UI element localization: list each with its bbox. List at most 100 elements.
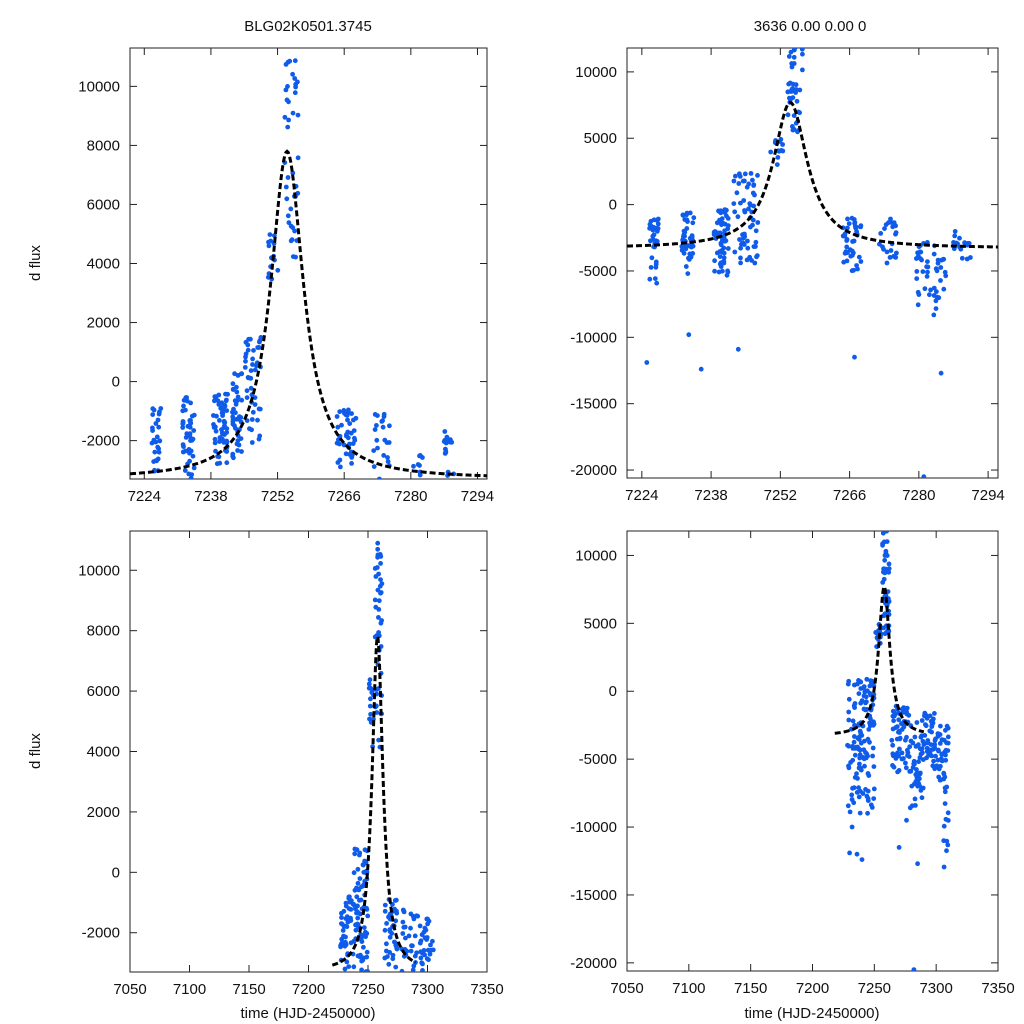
data-point <box>800 51 805 57</box>
data-point <box>919 795 925 801</box>
data-point <box>347 441 352 447</box>
data-point <box>712 258 717 264</box>
data-point <box>939 752 945 757</box>
data-point <box>150 428 156 433</box>
data-point <box>914 276 920 281</box>
data-point <box>871 786 877 792</box>
data-point <box>647 276 653 282</box>
data-point <box>886 569 892 575</box>
model-curve <box>627 100 998 249</box>
data-point <box>882 557 888 563</box>
data-point <box>775 155 781 160</box>
data-point <box>844 258 850 264</box>
data-point <box>234 389 240 395</box>
data-point <box>905 750 911 756</box>
data-point <box>380 418 385 424</box>
data-point <box>357 897 362 903</box>
data-point <box>182 468 188 473</box>
data-point <box>415 462 421 467</box>
data-point <box>931 758 936 764</box>
data-point <box>295 112 301 118</box>
data-point <box>933 306 939 311</box>
data-point <box>285 175 291 180</box>
data-point <box>935 731 941 736</box>
data-point <box>745 238 750 244</box>
data-point <box>932 711 937 716</box>
data-point <box>156 424 162 430</box>
data-point <box>180 442 186 447</box>
data-point <box>354 910 359 916</box>
data-point <box>865 736 871 742</box>
data-point <box>275 267 281 273</box>
data-point <box>214 461 220 467</box>
data-point <box>380 424 386 430</box>
data-point <box>851 739 857 745</box>
data-point <box>851 217 857 222</box>
data-point <box>230 381 236 387</box>
data-point <box>374 565 380 570</box>
y-axis-title-top: d flux <box>27 245 44 281</box>
y-tick-label: -20000 <box>570 462 617 479</box>
data-point <box>157 438 163 444</box>
data-point <box>904 711 910 717</box>
data-point <box>945 818 951 823</box>
data-point <box>368 696 373 702</box>
data-point <box>856 785 861 791</box>
data-point <box>860 791 866 796</box>
data-point <box>855 266 860 272</box>
data-point <box>786 54 792 59</box>
data-point <box>932 742 938 747</box>
data-point <box>153 439 159 445</box>
data-point <box>651 232 657 238</box>
data-point <box>420 968 425 972</box>
data-point <box>884 260 890 266</box>
data-point <box>239 397 245 403</box>
data-point <box>211 425 217 430</box>
data-point <box>369 690 375 695</box>
data-point <box>884 249 890 255</box>
data-point <box>847 809 853 815</box>
data-point <box>917 249 923 255</box>
data-point <box>901 706 906 712</box>
y-tick-label: 10000 <box>78 562 120 579</box>
data-point <box>356 887 362 893</box>
x-tick-label: 7100 <box>173 981 206 998</box>
data-point <box>886 561 892 567</box>
y-tick-label: -10000 <box>570 819 617 836</box>
data-point <box>224 449 230 454</box>
data-point <box>224 440 230 445</box>
data-point <box>851 703 857 709</box>
data-point <box>753 239 759 245</box>
data-point <box>183 448 188 454</box>
data-point <box>904 705 910 711</box>
data-point <box>365 913 371 919</box>
data-point <box>153 421 159 426</box>
data-point <box>732 209 738 215</box>
y-tick-label: -5000 <box>579 263 617 280</box>
data-point <box>742 208 747 213</box>
data-point <box>393 964 399 970</box>
x-tick-label: 7300 <box>411 981 444 998</box>
data-point <box>928 742 934 747</box>
data-point <box>373 574 379 579</box>
data-point <box>442 429 448 434</box>
data-point <box>883 548 889 554</box>
data-point <box>952 229 958 234</box>
data-point <box>420 455 425 460</box>
x-tick-label: 7294 <box>461 488 494 505</box>
data-point <box>942 801 948 806</box>
data-point <box>355 880 361 886</box>
data-point <box>725 269 731 275</box>
x-tick-label: 7250 <box>351 981 384 998</box>
data-point <box>846 763 851 769</box>
data-point <box>797 87 803 93</box>
data-point <box>286 220 292 226</box>
data-point <box>867 683 873 689</box>
data-point <box>886 566 892 571</box>
data-point <box>893 223 898 229</box>
data-point <box>907 805 913 811</box>
data-point <box>740 240 746 246</box>
data-point <box>288 206 294 212</box>
x-tick-label: 7224 <box>128 488 161 505</box>
data-point <box>945 740 951 746</box>
